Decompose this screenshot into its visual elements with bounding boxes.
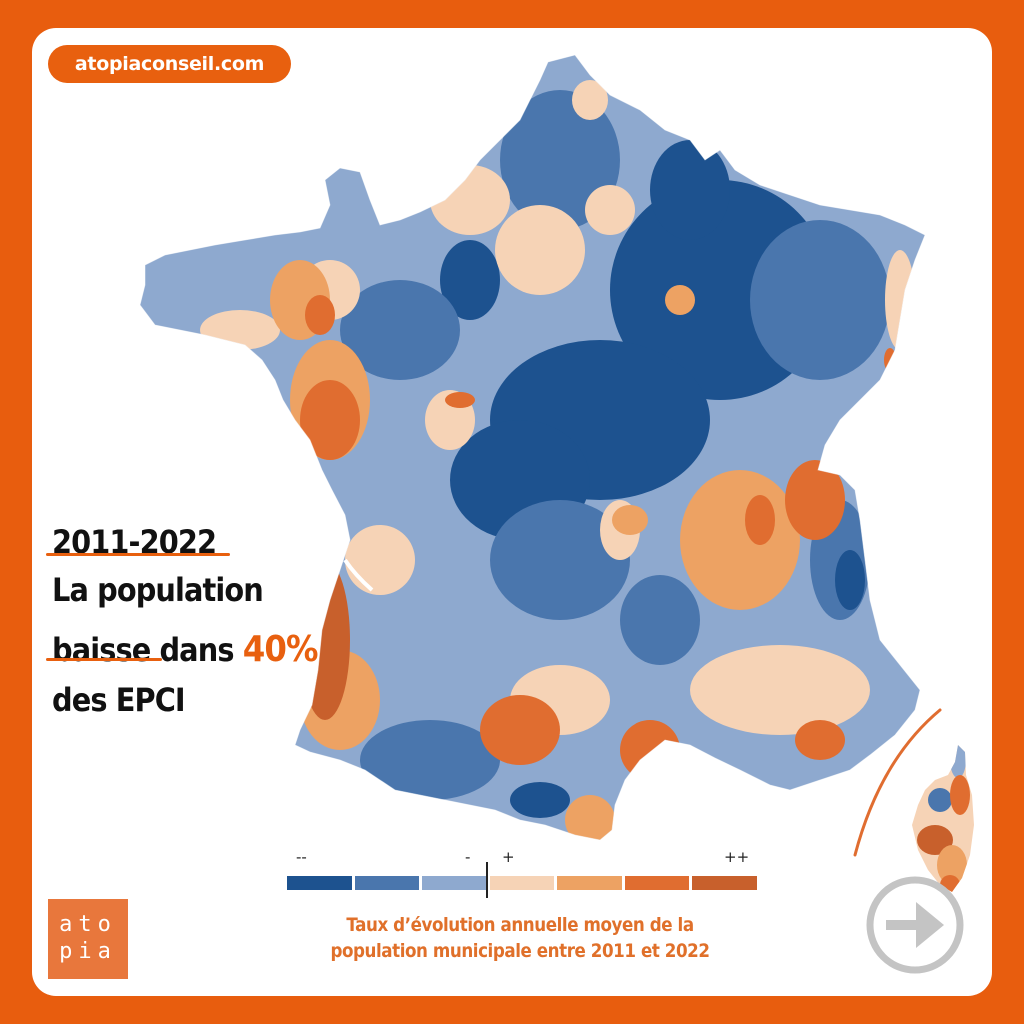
legend-class-4 <box>489 876 555 890</box>
legend-class-7 <box>692 876 758 890</box>
legend-caption: Taux d’évolution annuelle moyen de la po… <box>330 914 710 962</box>
headline-line4: des EPCI <box>52 681 186 719</box>
headline-line3: baisse dans 40% <box>52 629 319 670</box>
legend-class-3 <box>422 876 487 890</box>
atopia-logo: ato pia <box>48 899 128 979</box>
headline-line2: La population <box>52 571 264 609</box>
years-underline <box>46 553 230 556</box>
headline-decline-word: baisse <box>52 631 151 669</box>
legend-class-6 <box>624 876 690 890</box>
legend-zero-divider <box>486 862 488 898</box>
legend-label-negative: - <box>465 848 471 866</box>
decline-underline <box>46 658 162 661</box>
headline-percentage: 40% <box>242 629 319 670</box>
legend-label-positive: + <box>502 848 515 866</box>
legend-class-5 <box>557 876 622 890</box>
arrow-right-circle-icon[interactable] <box>864 874 966 976</box>
legend-label-very-negative: -- <box>296 848 307 866</box>
legend-class-1 <box>287 876 352 890</box>
legend-class-2 <box>354 876 420 890</box>
color-scale-legend <box>287 876 758 890</box>
legend-label-very-positive: ++ <box>724 848 750 866</box>
headline-years: 2011-2022 <box>52 523 217 561</box>
website-link[interactable]: atopiaconseil.com <box>48 45 291 83</box>
